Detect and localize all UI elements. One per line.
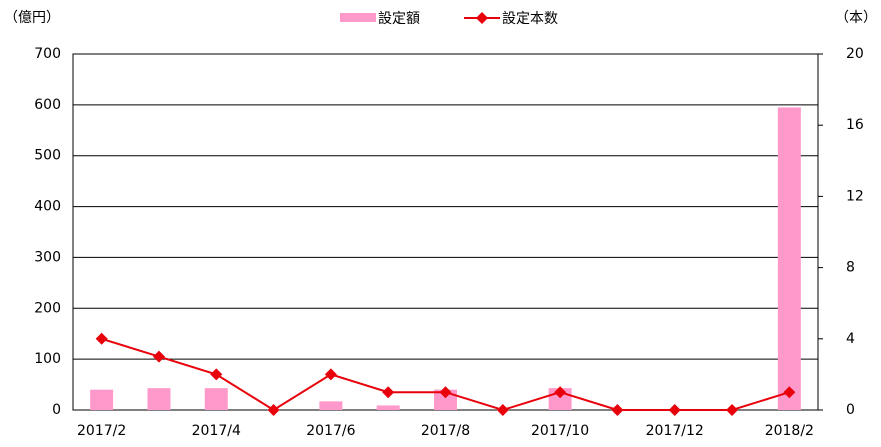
bar (376, 405, 400, 410)
y-tick-label: 100 (34, 351, 61, 367)
marker (783, 386, 796, 399)
marker (439, 386, 452, 399)
y2-tick-label: 20 (846, 46, 864, 62)
y-tick-label: 400 (34, 199, 61, 215)
marker (611, 404, 624, 416)
y2-tick-label: 8 (846, 260, 855, 276)
y2-tick-label: 0 (846, 402, 855, 418)
x-tick-label: 2017/12 (646, 423, 704, 439)
x-tick-label: 2017/2 (77, 423, 126, 439)
marker (726, 404, 739, 416)
marker (668, 404, 681, 416)
bar (777, 107, 801, 411)
marker (554, 386, 567, 399)
bar (204, 388, 228, 410)
x-tick-label: 2018/2 (765, 423, 814, 439)
legend-marker (476, 12, 488, 24)
x-tick-label: 2017/8 (421, 423, 470, 439)
y2-axis-label: （本） (835, 10, 877, 26)
legend-label: 設定本数 (502, 11, 558, 27)
legend-label: 設定額 (378, 11, 420, 27)
marker (382, 386, 395, 399)
y-tick-label: 0 (52, 402, 61, 418)
marker (267, 404, 280, 416)
y-tick-label: 500 (34, 148, 61, 164)
marker (496, 404, 509, 416)
y-tick-label: 300 (34, 249, 61, 265)
bar (90, 389, 114, 410)
bar (319, 401, 343, 410)
y-axis-label: （億円） (4, 10, 60, 26)
x-tick-label: 2017/6 (306, 423, 355, 439)
plot-border (72, 53, 819, 411)
y-tick-label: 600 (34, 97, 61, 113)
x-tick-label: 2017/10 (531, 423, 589, 439)
marker (95, 332, 108, 345)
y2-tick-label: 4 (846, 331, 855, 347)
x-tick-label: 2017/4 (192, 423, 241, 439)
marker (210, 368, 223, 381)
marker (324, 368, 337, 381)
legend-swatch (340, 13, 376, 22)
bar (147, 388, 171, 410)
y-tick-label: 700 (34, 46, 61, 62)
y2-tick-label: 16 (846, 117, 864, 133)
y-tick-label: 200 (34, 300, 61, 316)
marker (152, 350, 165, 363)
y2-tick-label: 12 (846, 188, 864, 204)
